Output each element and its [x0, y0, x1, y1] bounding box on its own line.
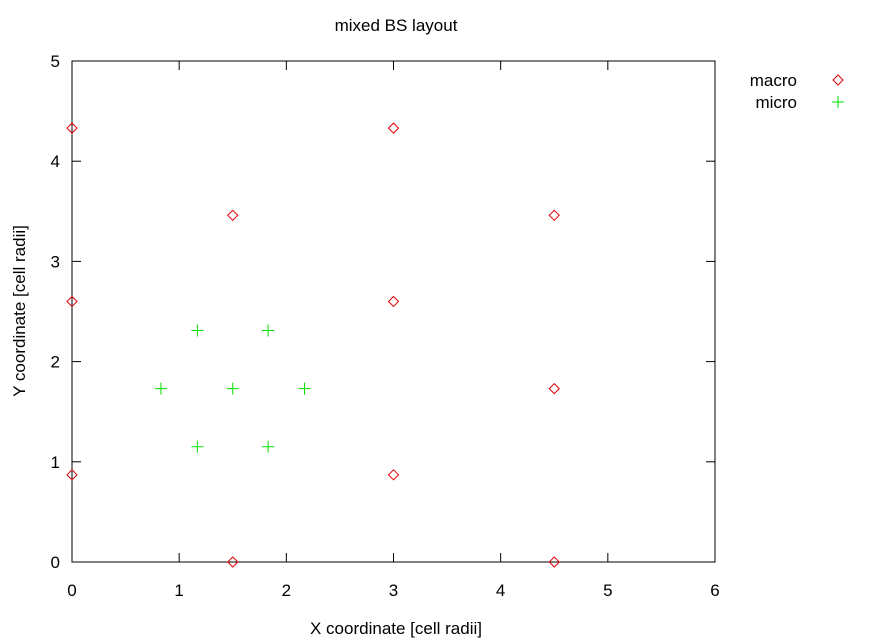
axes: 0 1 2 3 4 5 6 0 1 2 3 4 5 — [51, 52, 720, 600]
macro-point — [387, 469, 400, 481]
legend-label: micro — [755, 93, 797, 112]
y-tick-label: 0 — [51, 553, 60, 572]
x-tick-label: 6 — [710, 581, 719, 600]
macro-point — [548, 382, 560, 395]
x-tick-label: 2 — [282, 581, 291, 600]
macro-point — [387, 122, 400, 134]
micro-point — [191, 440, 204, 453]
micro-point — [154, 382, 167, 395]
x-tick-label: 5 — [603, 581, 612, 600]
micro-point — [298, 382, 311, 395]
y-tick-label: 2 — [51, 353, 60, 372]
data-points — [66, 122, 560, 568]
macro-point — [548, 209, 560, 222]
macro-point — [548, 556, 560, 568]
chart-title: mixed BS layout — [335, 16, 458, 35]
micro-point — [226, 382, 239, 395]
legend: macro micro — [750, 71, 844, 112]
legend-marker-micro — [832, 96, 844, 108]
macro-point — [66, 295, 78, 308]
y-tick-label: 3 — [51, 252, 60, 271]
macro-point — [227, 556, 239, 568]
x-tick-label: 4 — [496, 581, 505, 600]
x-tick-label: 0 — [67, 581, 76, 600]
y-tick-label: 4 — [51, 152, 60, 171]
y-tick-label: 5 — [51, 52, 60, 71]
legend-marker-macro — [832, 74, 844, 86]
x-tick-label: 1 — [174, 581, 183, 600]
macro-point — [66, 122, 78, 134]
micro-point — [191, 324, 204, 337]
legend-label: macro — [750, 71, 797, 90]
y-tick-label: 1 — [51, 453, 60, 472]
x-tick-label: 3 — [389, 581, 398, 600]
series-macro — [66, 122, 560, 568]
x-axis-label: X coordinate [cell radii] — [310, 619, 482, 638]
plot-frame — [71, 60, 716, 563]
series-micro — [154, 324, 311, 453]
macro-point — [387, 295, 400, 308]
y-axis-label: Y coordinate [cell radii] — [10, 225, 29, 397]
micro-point — [262, 440, 275, 453]
macro-point — [227, 209, 239, 222]
micro-point — [262, 324, 275, 337]
macro-point — [66, 469, 78, 481]
